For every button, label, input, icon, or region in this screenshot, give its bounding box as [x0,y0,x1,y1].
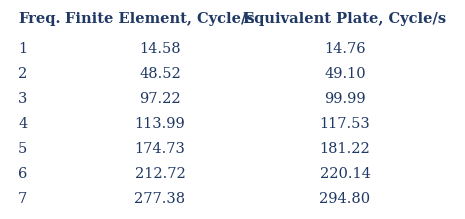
Text: 7: 7 [18,192,27,206]
Text: 113.99: 113.99 [135,117,186,131]
Text: 14.58: 14.58 [139,42,181,56]
Text: 117.53: 117.53 [319,117,371,131]
Text: 220.14: 220.14 [319,167,371,181]
Text: 6: 6 [18,167,27,181]
Text: 49.10: 49.10 [324,67,366,81]
Text: Freq.: Freq. [18,12,60,26]
Text: 212.72: 212.72 [135,167,186,181]
Text: 2: 2 [18,67,27,81]
Text: 181.22: 181.22 [319,142,371,156]
Text: 5: 5 [18,142,27,156]
Text: 294.80: 294.80 [319,192,371,206]
Text: 97.22: 97.22 [139,92,181,106]
Text: 48.52: 48.52 [139,67,181,81]
Text: Finite Element, Cycle/s: Finite Element, Cycle/s [65,12,255,26]
Text: 99.99: 99.99 [324,92,366,106]
Text: 277.38: 277.38 [134,192,186,206]
Text: 4: 4 [18,117,27,131]
Text: 3: 3 [18,92,27,106]
Text: 1: 1 [18,42,27,56]
Text: 14.76: 14.76 [324,42,366,56]
Text: Equivalent Plate, Cycle/s: Equivalent Plate, Cycle/s [244,12,446,26]
Text: 174.73: 174.73 [134,142,186,156]
